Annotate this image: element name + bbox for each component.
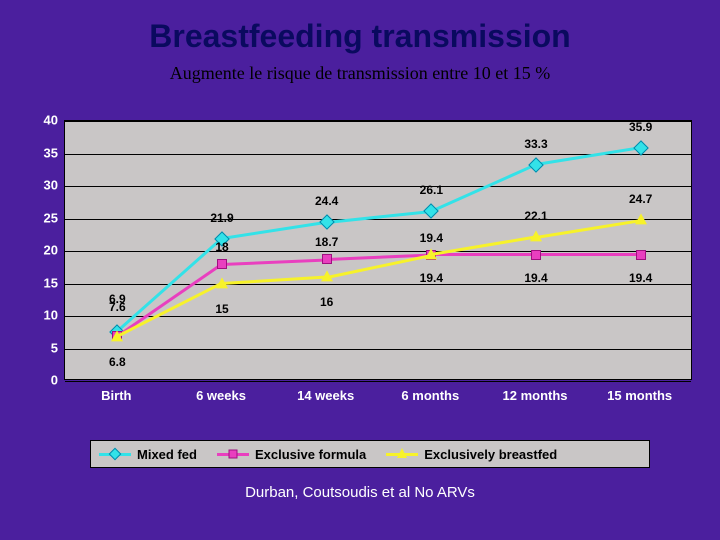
- gridline: [65, 381, 691, 382]
- series-line: [431, 253, 536, 256]
- series-line: [117, 282, 223, 338]
- y-axis-tick: 15: [28, 275, 58, 290]
- x-axis-tick: 15 months: [607, 388, 672, 403]
- page-title: Breastfeeding transmission: [0, 0, 720, 55]
- y-axis-tick: 20: [28, 243, 58, 258]
- square-marker: [322, 254, 332, 264]
- value-label: 6.9: [109, 292, 126, 306]
- legend-swatch: [99, 453, 131, 456]
- gridline: [65, 284, 691, 285]
- x-axis-tick: Birth: [101, 388, 131, 403]
- y-axis-tick: 25: [28, 210, 58, 225]
- x-axis-tick: 12 months: [502, 388, 567, 403]
- legend-swatch: [217, 453, 249, 456]
- diamond-marker: [528, 157, 544, 173]
- legend-swatch: [386, 453, 418, 456]
- legend-item: Exclusively breastfed: [386, 447, 557, 462]
- legend-label: Exclusive formula: [255, 447, 366, 462]
- value-label: 22.1: [524, 209, 547, 223]
- value-label: 18.7: [315, 235, 338, 249]
- gridline: [65, 121, 691, 122]
- triangle-marker: [635, 214, 647, 225]
- y-axis-tick: 0: [28, 373, 58, 388]
- square-marker: [217, 259, 227, 269]
- series-line: [222, 258, 327, 266]
- x-axis-tick: 14 weeks: [297, 388, 354, 403]
- triangle-marker: [530, 231, 542, 242]
- plot-area: 7.621.924.426.133.335.96.91818.719.419.4…: [64, 120, 692, 380]
- value-label: 19.4: [524, 271, 547, 285]
- legend-label: Mixed fed: [137, 447, 197, 462]
- legend-item: Exclusive formula: [217, 447, 366, 462]
- series-line: [536, 219, 641, 239]
- value-label: 33.3: [524, 137, 547, 151]
- triangle-marker: [111, 330, 123, 341]
- value-label: 21.9: [210, 211, 233, 225]
- triangle-marker: [321, 270, 333, 281]
- chart: 7.621.924.426.133.335.96.91818.719.419.4…: [28, 120, 692, 420]
- value-label: 16: [320, 295, 333, 309]
- legend-label: Exclusively breastfed: [424, 447, 557, 462]
- value-label: 24.4: [315, 194, 338, 208]
- x-axis-tick: 6 weeks: [196, 388, 246, 403]
- value-label: 6.8: [109, 355, 126, 369]
- page-subtitle: Augmente le risque de transmission entre…: [0, 63, 720, 84]
- series-line: [431, 163, 537, 213]
- series-line: [222, 221, 327, 240]
- value-label: 24.7: [629, 192, 652, 206]
- y-axis-tick: 40: [28, 113, 58, 128]
- gridline: [65, 349, 691, 350]
- diamond-icon: [109, 448, 122, 461]
- square-marker: [531, 250, 541, 260]
- value-label: 18: [215, 240, 228, 254]
- series-line: [536, 253, 641, 256]
- triangle-marker: [216, 277, 228, 288]
- diamond-marker: [319, 215, 335, 231]
- square-icon: [228, 450, 237, 459]
- value-label: 15: [215, 302, 228, 316]
- legend: Mixed fed Exclusive formula Exclusively br…: [90, 440, 650, 468]
- y-axis-tick: 10: [28, 308, 58, 323]
- series-line: [536, 146, 641, 166]
- gridline: [65, 219, 691, 220]
- value-label: 35.9: [629, 120, 652, 134]
- x-axis-tick: 6 months: [401, 388, 459, 403]
- value-label: 19.4: [420, 271, 443, 285]
- y-axis-tick: 30: [28, 178, 58, 193]
- legend-item: Mixed fed: [99, 447, 197, 462]
- footer-citation: Durban, Coutsoudis et al No ARVs: [0, 484, 720, 501]
- y-axis-tick: 5: [28, 340, 58, 355]
- gridline: [65, 186, 691, 187]
- triangle-marker: [425, 248, 437, 259]
- y-axis-tick: 35: [28, 145, 58, 160]
- square-marker: [636, 250, 646, 260]
- gridline: [65, 251, 691, 252]
- value-label: 19.4: [420, 231, 443, 245]
- series-line: [326, 210, 431, 224]
- value-label: 19.4: [629, 271, 652, 285]
- triangle-icon: [397, 448, 407, 458]
- value-label: 26.1: [420, 183, 443, 197]
